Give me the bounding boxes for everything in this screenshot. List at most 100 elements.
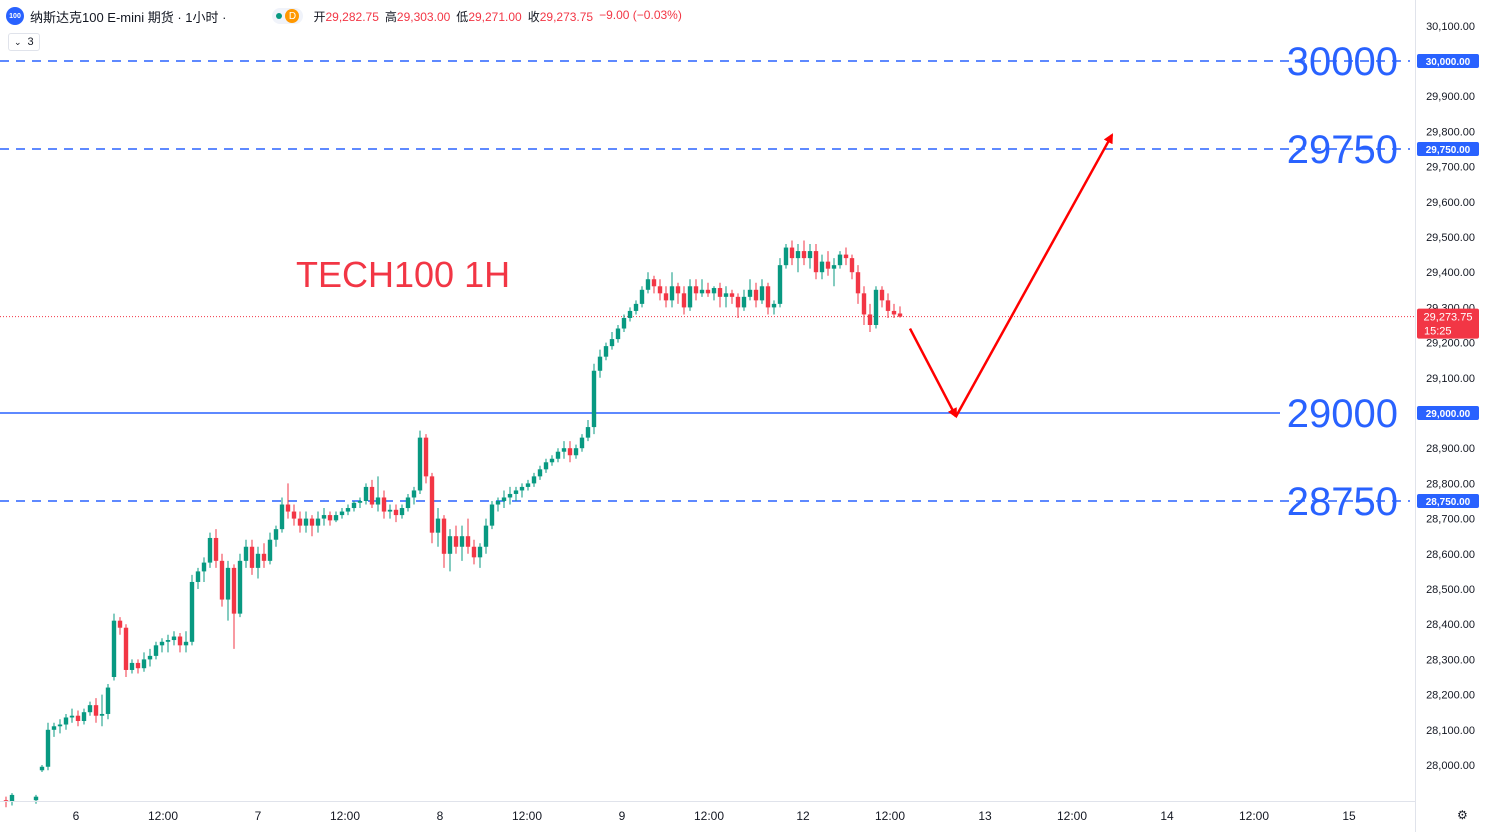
y-tick-label: 28,000.00 <box>1426 760 1475 772</box>
candle-body <box>795 251 801 259</box>
x-tick-label: 14 <box>1160 809 1174 823</box>
candle-body <box>519 486 525 491</box>
candle-body <box>807 251 813 259</box>
candle-body <box>405 497 411 509</box>
candle-body <box>819 261 825 273</box>
x-tick-label: 8 <box>437 809 444 823</box>
x-tick-label: 12:00 <box>512 809 542 823</box>
delayed-data-badge: D <box>285 9 300 23</box>
candle-body <box>675 286 681 294</box>
last-price-badge <box>1417 308 1479 339</box>
candle-body <box>711 288 717 294</box>
candle-body <box>471 546 477 558</box>
candle-body <box>75 715 81 721</box>
x-tick-label: 7 <box>255 809 262 823</box>
candle-body <box>849 258 855 273</box>
candle-body <box>129 662 135 670</box>
candle-body <box>693 286 699 294</box>
price-axis-separator <box>1415 0 1416 832</box>
ohlc-close: 收29,273.75 <box>527 9 594 24</box>
candle-body <box>501 497 507 501</box>
axis-badge-28750 <box>1417 494 1479 508</box>
market-status[interactable]: D <box>272 8 304 24</box>
candle-body <box>561 448 567 452</box>
candle-body <box>489 504 495 526</box>
candle-body <box>375 497 381 505</box>
candle-body <box>771 303 777 308</box>
candle-body <box>687 286 693 308</box>
candle-body <box>477 546 483 558</box>
price-axis: 28,000.00 28,100.00 28,200.00 28,300.00 28,4… <box>1426 21 1475 772</box>
candle-body <box>231 567 237 614</box>
candle-body <box>99 713 105 716</box>
candle-body <box>255 553 261 568</box>
candle-body <box>141 659 147 669</box>
candle-body <box>57 724 63 727</box>
x-tick-label: 12:00 <box>875 809 905 823</box>
projection-arrows <box>908 133 1114 419</box>
candle-body <box>627 310 633 318</box>
candle-body <box>579 437 585 449</box>
candle-body <box>549 458 555 463</box>
x-tick-label: 6 <box>73 809 80 823</box>
candle-body <box>417 437 423 491</box>
candle-body <box>369 486 375 505</box>
candle-body <box>837 254 843 266</box>
candle-body <box>87 705 93 713</box>
candle-body <box>513 490 519 494</box>
y-tick-label: 28,300.00 <box>1426 654 1475 666</box>
candle-body <box>597 356 603 371</box>
x-tick-label: 12 <box>796 809 810 823</box>
candle-body <box>861 293 867 315</box>
candle-body <box>759 286 765 301</box>
candle-body <box>105 687 111 714</box>
candle-body <box>111 620 117 677</box>
candle-body <box>537 469 543 477</box>
x-tick-label: 9 <box>619 809 626 823</box>
x-tick-label: 12:00 <box>1057 809 1087 823</box>
y-tick-label: 29,400.00 <box>1426 267 1475 279</box>
candle-body <box>717 288 723 297</box>
candle-body <box>525 483 531 487</box>
candle-body <box>147 655 153 660</box>
candle-body <box>453 536 459 547</box>
candle-body <box>351 502 357 509</box>
candle-body <box>429 476 435 533</box>
axis-badge-29000 <box>1417 406 1479 420</box>
candle-body <box>663 293 669 301</box>
candle-body <box>543 462 549 470</box>
y-tick-label: 28,700.00 <box>1426 514 1475 526</box>
candle-body <box>309 518 315 526</box>
candle-body <box>777 265 783 304</box>
candle-body <box>279 504 285 530</box>
candle-body <box>855 272 861 294</box>
y-tick-label: 28,500.00 <box>1426 584 1475 596</box>
ohlc-high: 高29,303.00 <box>384 9 451 24</box>
indicators-count: 3 <box>27 36 34 48</box>
candle-body <box>135 662 141 669</box>
gear-icon[interactable]: ⚙ <box>1457 808 1468 822</box>
candle-body <box>567 448 573 456</box>
symbol-title[interactable]: 纳斯达克100 E-mini 期货 · 1小时 · <box>30 9 227 25</box>
candle-body <box>225 567 231 600</box>
y-tick-label: 29,900.00 <box>1426 91 1475 103</box>
candle-body <box>387 509 393 512</box>
candle-body <box>879 289 885 301</box>
candle-body <box>783 247 789 266</box>
candle-body <box>183 641 189 646</box>
symbol-logo[interactable]: 100 <box>6 7 24 25</box>
candle-body <box>867 314 873 325</box>
candle-body <box>435 518 441 533</box>
axis-badge-30000 <box>1417 54 1479 68</box>
candle-body <box>315 518 321 526</box>
candle-body <box>393 509 399 516</box>
candle-body <box>333 515 339 521</box>
projection-arrow-down <box>908 327 958 419</box>
indicators-toggle[interactable]: ⌄ 3 <box>8 33 40 51</box>
candle-body <box>153 645 159 656</box>
level-label-30000: 30000 <box>1287 40 1398 84</box>
projection-arrow-up <box>954 133 1114 418</box>
y-tick-label: 28,600.00 <box>1426 549 1475 561</box>
candle-body <box>753 289 759 301</box>
